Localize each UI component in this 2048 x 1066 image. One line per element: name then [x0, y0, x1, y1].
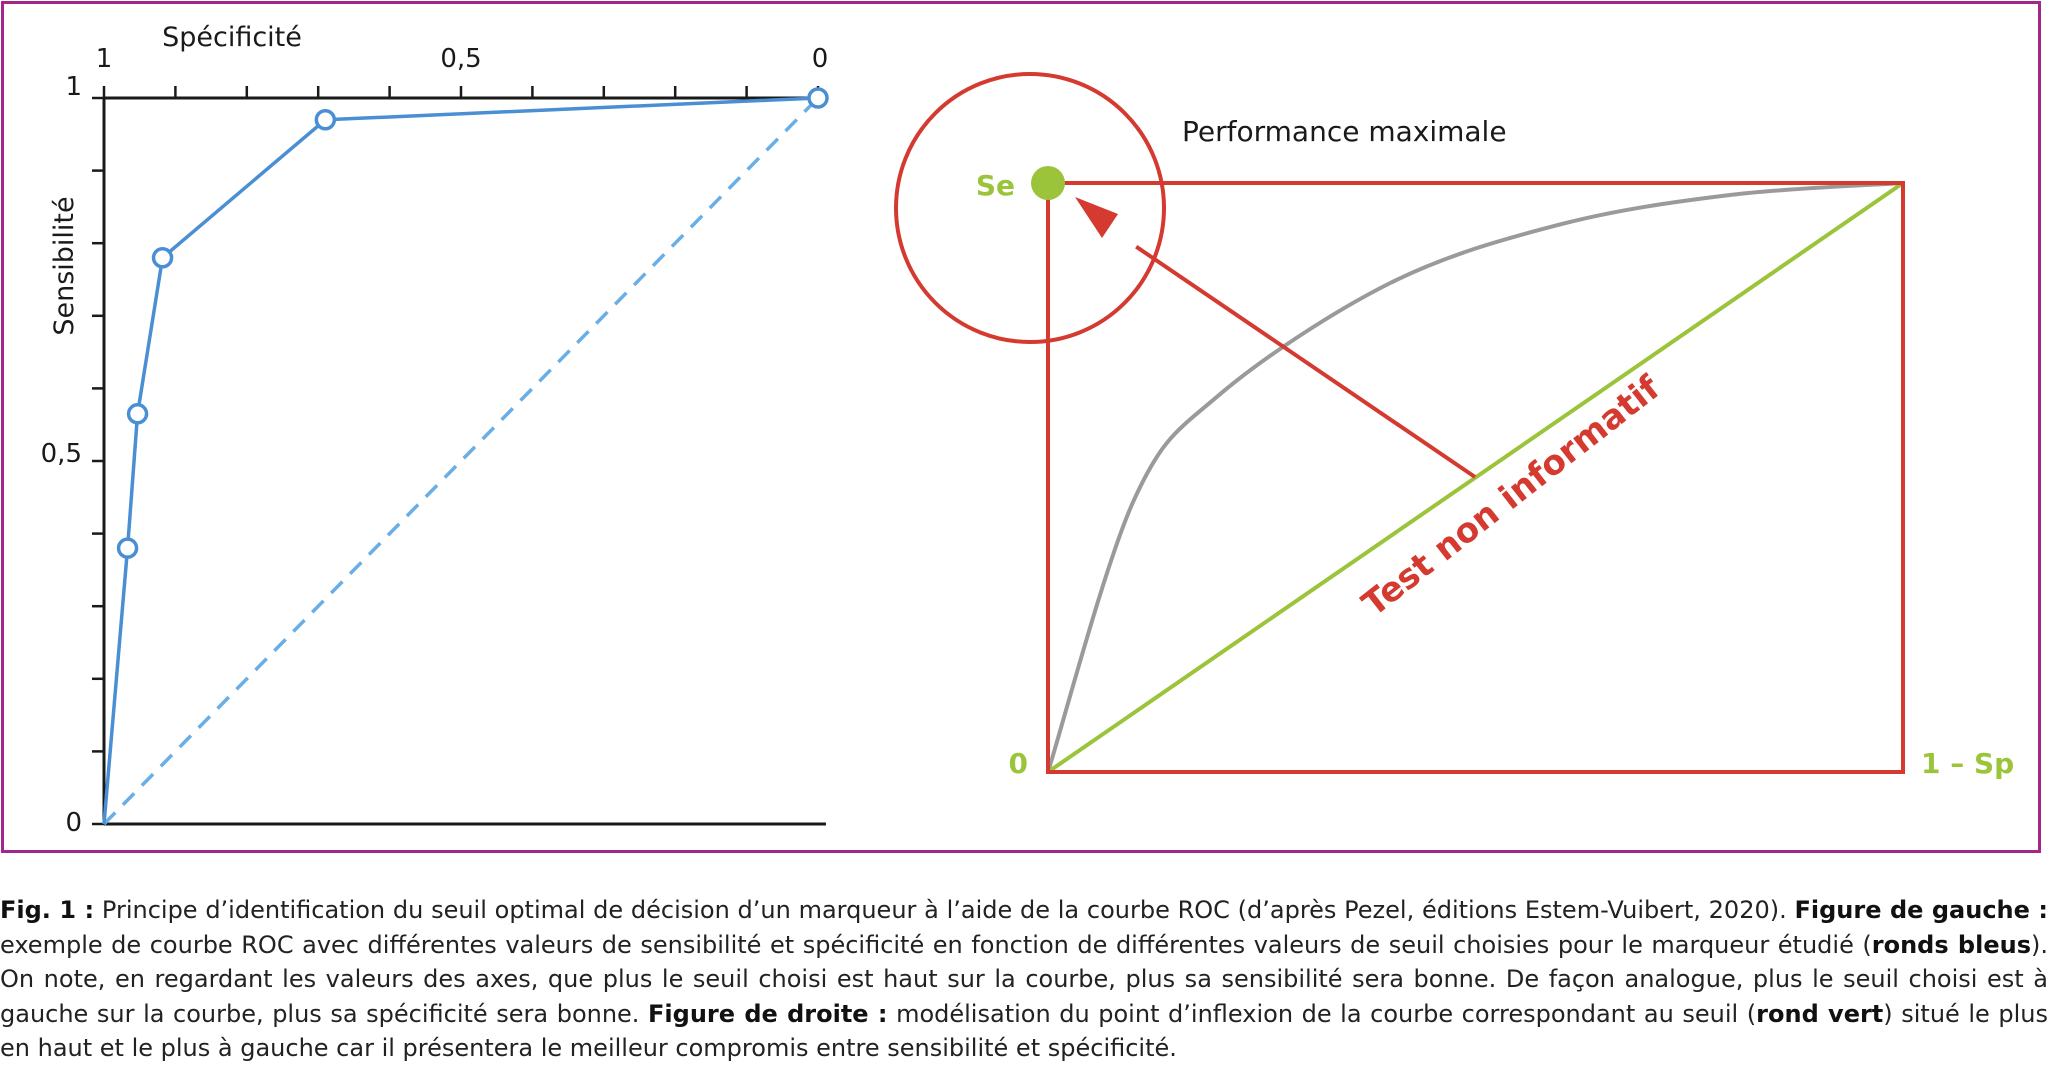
- left-roc-chart: Spécificité Sensibilité 1 0,5 0 0 0,5 1: [41, 22, 829, 838]
- right-arrow-shaft: [1135, 245, 1477, 479]
- right-test-non-informatif-label: Test non informatif: [1355, 367, 1669, 624]
- caption-right-label: Figure de droite :: [648, 999, 888, 1028]
- left-y-tick-label-1: 1: [65, 72, 82, 102]
- left-x-tick-label-1: 1: [96, 44, 113, 74]
- figure-frame: [1, 1, 2041, 853]
- left-roc-point-2: [126, 403, 149, 425]
- right-se-label: Se: [976, 169, 1015, 202]
- caption-line-4: gauche sur la courbe, plus sa spécificit…: [0, 997, 2048, 1032]
- left-roc-point-4: [314, 109, 337, 131]
- right-diagonal-line: [1046, 181, 1905, 774]
- left-y-axis-label: Sensibilité: [49, 196, 80, 335]
- left-y-tick-label-0: 0: [65, 808, 82, 838]
- left-y-tick-label-half: 0,5: [41, 439, 82, 469]
- right-1-sp-label: 1 – Sp: [1921, 747, 2014, 780]
- caption-blue-label: ronds bleus: [1871, 930, 2031, 959]
- left-roc-point-3: [151, 246, 174, 269]
- left-roc-point-5: [807, 87, 829, 109]
- right-title: Performance maximale: [1182, 115, 1507, 148]
- caption-green-label: rond vert: [1756, 999, 1884, 1028]
- caption-line-3: On note, en regardant les valeurs des ax…: [0, 965, 2048, 993]
- left-x-tick-label-half: 0,5: [440, 44, 481, 74]
- caption-left-label: Figure de gauche :: [1794, 896, 2048, 924]
- caption-line-5: en haut et le plus à gauche car il prése…: [0, 1034, 1177, 1062]
- right-origin-label: 0: [1009, 747, 1028, 780]
- caption-text-4: gauche sur la courbe, plus sa spécificit…: [0, 999, 649, 1028]
- caption-line-2: exemple de courbe ROC avec différentes v…: [0, 928, 2048, 963]
- left-axis-ticks: [92, 86, 820, 826]
- left-x-axis-label: Spécificité: [162, 22, 302, 53]
- left-roc-point-1: [116, 537, 139, 559]
- right-green-point: [1031, 166, 1065, 200]
- caption-fig-label: Fig. 1 :: [0, 896, 95, 924]
- left-dashed-diagonal: [102, 96, 820, 826]
- figure-canvas: Spécificité Sensibilité 1 0,5 0 0 0,5 1 …: [41, 22, 2015, 838]
- caption-text-4b: modélisation du point d’inflexion de la …: [887, 999, 1757, 1028]
- caption-text-2a: exemple de courbe ROC avec différentes v…: [0, 930, 1872, 959]
- left-roc-line: [102, 96, 819, 825]
- right-gray-roc-curve: [1046, 181, 1904, 773]
- left-x-tick-label-0: 0: [812, 44, 829, 74]
- caption-text-4c: ) situé le plus: [1883, 999, 2048, 1028]
- right-arrow-head: [1075, 197, 1118, 238]
- right-red-bounding-box: [1046, 181, 1905, 774]
- caption-line-1: Fig. 1 : Principe d’identification du se…: [0, 893, 2048, 928]
- left-roc-series: [102, 87, 829, 826]
- caption-text-2b: ).: [2030, 930, 2048, 959]
- figure-caption: Fig. 1 : Principe d’identification du se…: [0, 893, 2048, 1066]
- caption-text-1: Principe d’identification du seuil optim…: [94, 896, 1795, 924]
- right-roc-model-chart: Performance maximale Se 0 1 – Sp Test no…: [894, 72, 2014, 780]
- right-highlight-circle: [894, 72, 1166, 344]
